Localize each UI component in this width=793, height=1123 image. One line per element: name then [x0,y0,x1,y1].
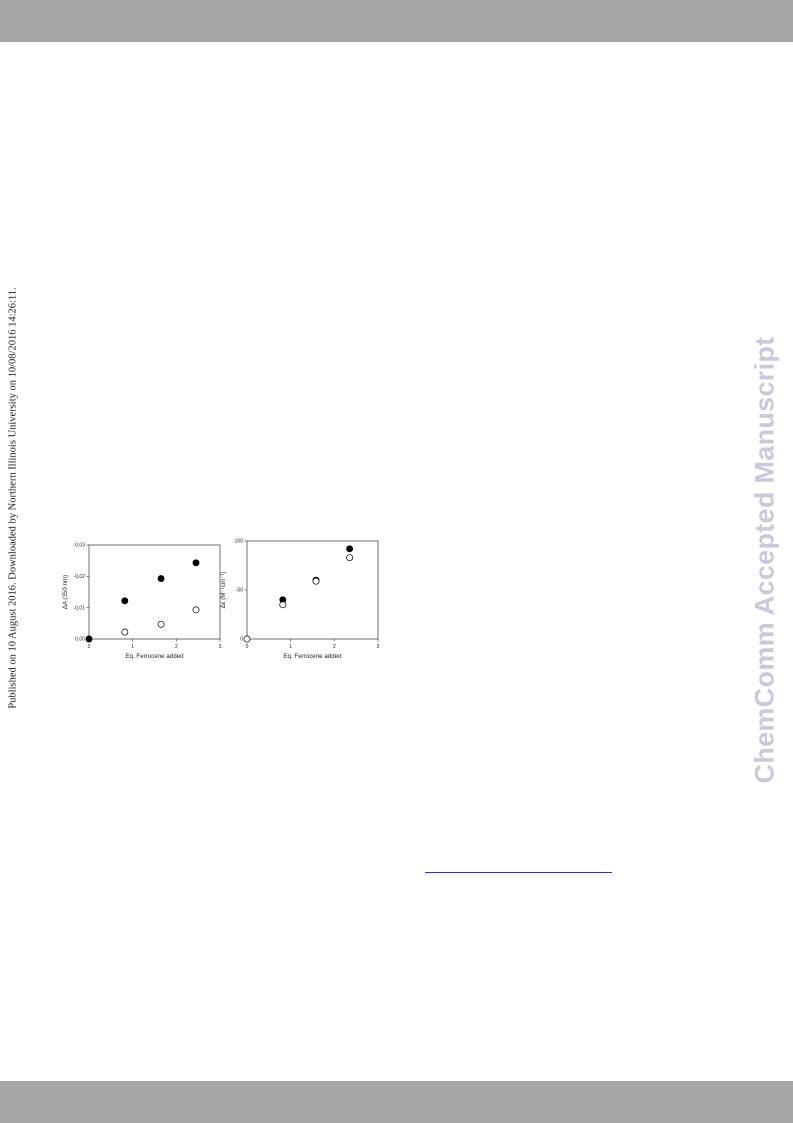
y-tick-label: -0,01 [74,605,86,611]
x-tick-label: 0 [246,644,249,650]
x-tick-label: 3 [377,644,380,650]
footnote-rule [425,872,612,873]
data-point-open [192,606,200,614]
x-axis-title: Eq. Ferrocene added [283,653,342,660]
data-point-filled [121,597,129,605]
plot-frame [246,540,379,640]
x-tick-label: 1 [289,644,292,650]
data-point-open [121,628,129,636]
data-point-open [157,620,165,628]
chart-absorbance-change: 0 1 2 3 0,00 -0,01 -0,02 -0,03 Eq. Ferrocene add… [62,543,222,660]
footer-bar [0,1081,793,1123]
header-bar [0,0,793,42]
data-point-open [243,635,251,643]
y-tick-label: -50 [236,588,243,594]
plot-frame [88,544,221,640]
x-tick-label: 2 [333,644,336,650]
data-point-open [346,554,354,562]
y-tick-label: -100 [233,539,243,545]
y-axis-title: ΔA (350 nm) [62,575,69,609]
data-point-filled [85,635,93,643]
data-point-filled [346,545,354,553]
x-axis-title: Eq. Ferrocene added [125,653,184,660]
data-point-open [312,577,320,585]
y-tick-label: 0 [240,637,243,643]
y-tick-label: 0,00 [75,637,85,643]
x-tick-label: 0 [88,644,91,650]
x-tick-label: 2 [175,644,178,650]
watermark-text: ChemComm Accepted Manuscript [749,336,780,784]
figure-ferrocene-titration: 0 1 2 3 0,00 -0,01 -0,02 -0,03 Eq. Ferrocene add… [62,533,392,673]
y-axis-title: Δε (M⁻¹cm⁻¹) [220,572,227,609]
chart-extinction-change: 0 1 2 3 0 -50 -100 Eq. Ferrocene added Δε (M⁻¹cm… [220,539,380,660]
data-point-filled [192,559,200,567]
x-tick-label: 1 [131,644,134,650]
x-tick-label: 3 [219,644,222,650]
data-point-open [279,601,287,609]
data-point-filled [157,575,165,582]
publication-note-text: Published on 10 August 2016. Downloaded … [7,287,19,709]
y-tick-label: -0,03 [74,543,86,549]
y-tick-label: -0,02 [74,574,86,580]
